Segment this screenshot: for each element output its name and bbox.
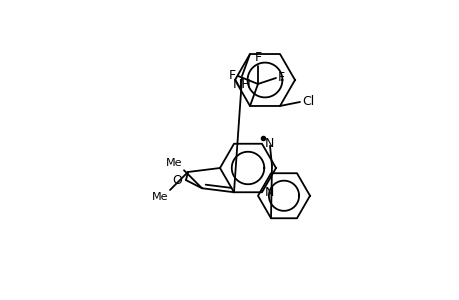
Text: NH: NH — [232, 78, 251, 91]
Text: Me: Me — [165, 158, 182, 168]
Text: F: F — [254, 51, 261, 64]
Text: N: N — [264, 186, 274, 199]
Text: Me: Me — [151, 192, 168, 202]
Text: F: F — [277, 71, 285, 85]
Text: N: N — [264, 137, 274, 150]
Text: O: O — [172, 174, 182, 187]
Text: F: F — [229, 70, 235, 83]
Text: Cl: Cl — [302, 95, 313, 109]
